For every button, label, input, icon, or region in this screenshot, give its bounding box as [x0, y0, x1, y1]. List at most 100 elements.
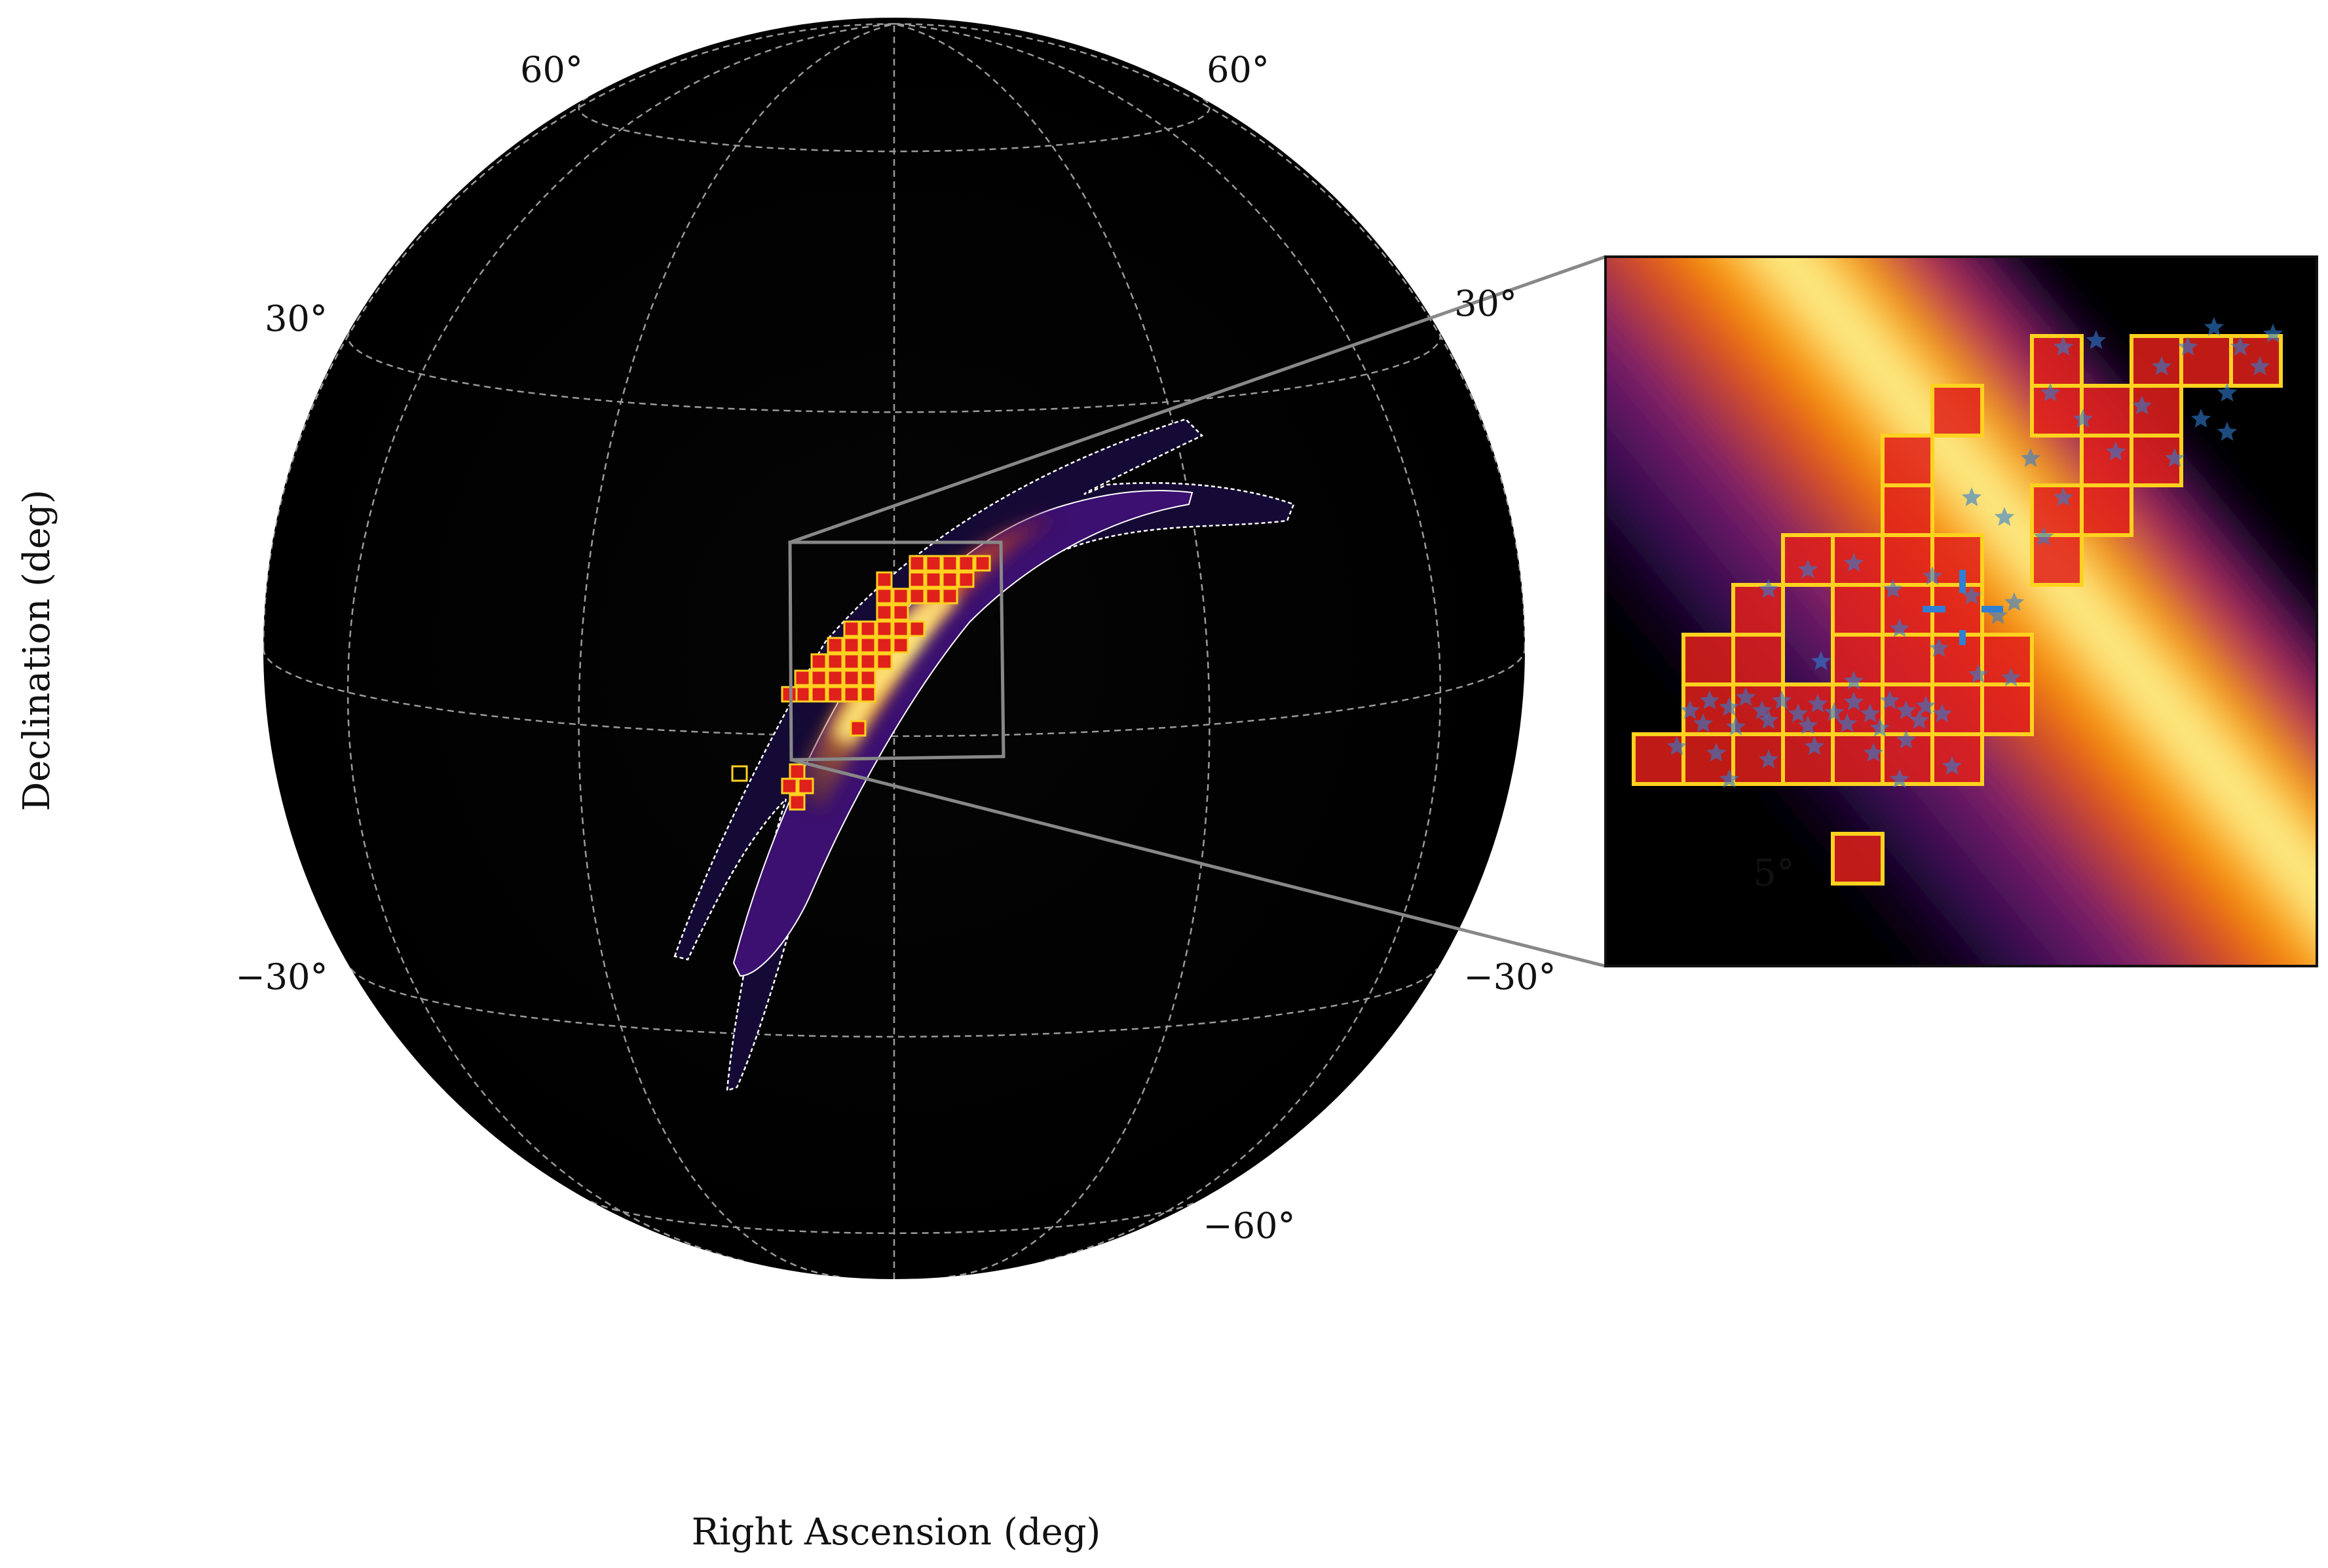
globe-tile-10	[925, 588, 942, 605]
galaxy-marker-64	[2217, 383, 2238, 401]
galaxy-marker-56	[2053, 337, 2074, 356]
tick-label-lat-60-right: 60°	[1207, 49, 1269, 90]
zoom-inset: 5°	[1604, 255, 2318, 967]
galaxy-marker-17	[1758, 710, 1779, 729]
globe-tile-26	[892, 637, 909, 654]
galaxy-marker-8	[1824, 702, 1845, 721]
inset-tile-12	[2030, 483, 2084, 537]
galaxy-marker-40	[1811, 651, 1831, 670]
inset-tile-13	[2080, 483, 2133, 537]
globe-tile-17	[843, 620, 860, 637]
galaxy-marker-32	[1922, 566, 1943, 585]
inset-tile-5	[2030, 384, 2084, 438]
globe-tile-28	[827, 653, 844, 670]
globe-tile-1	[925, 555, 942, 572]
galaxy-marker-31	[1883, 579, 1904, 598]
galaxy-marker-48	[2151, 356, 2172, 375]
globe-tile-21	[909, 620, 926, 637]
scale-bar-label: 5°	[1753, 852, 1795, 895]
galaxy-marker-55	[2164, 448, 2185, 467]
galaxy-marker-53	[2262, 324, 2283, 343]
inset-tile-40	[1831, 732, 1885, 786]
galaxy-marker-28	[1758, 579, 1779, 598]
galaxy-marker-61	[1719, 769, 1740, 788]
inset-tile-6	[2080, 384, 2133, 438]
globe-tile-19	[876, 620, 893, 637]
inset-tile-20	[1831, 583, 1885, 637]
galaxy-marker-19	[1837, 713, 1858, 732]
globe-tile-33	[810, 669, 827, 686]
globe-tile-34	[827, 669, 844, 686]
galaxy-marker-47	[2131, 396, 2152, 415]
galaxy-marker-2	[1719, 697, 1740, 716]
galaxy-marker-34	[1987, 605, 2008, 624]
galaxy-marker-49	[2177, 337, 2198, 356]
globe-tile-0	[909, 555, 926, 572]
parallel--30	[350, 968, 1438, 1038]
galaxy-marker-0	[1680, 700, 1700, 719]
galaxy-marker-36	[1889, 618, 1910, 637]
inset-tile-0	[2030, 334, 2084, 388]
inset-tile-2	[2179, 334, 2233, 388]
galaxy-marker-35	[2004, 592, 2025, 611]
inset-tile-19	[1731, 583, 1785, 637]
inset-tile-11	[1881, 483, 1934, 537]
tick-label-lat-minus30-left: −30°	[236, 956, 328, 998]
inset-frame	[1604, 255, 2318, 967]
probability-region	[673, 418, 1295, 1092]
globe-tile-18	[859, 620, 876, 637]
inset-tile-39	[1781, 732, 1835, 786]
galaxy-marker-6	[1788, 703, 1809, 722]
globe-tile-44	[781, 777, 798, 794]
inset-tile-16	[1881, 533, 1934, 587]
tick-label-lat-minus30-right: −30°	[1464, 956, 1556, 998]
meridian-60	[893, 23, 1442, 1262]
globe-tile-16	[892, 604, 909, 621]
globe-tile-47	[789, 763, 806, 780]
globe-tile-8	[958, 571, 975, 588]
galaxy-marker-58	[2020, 448, 2041, 467]
globe-tile-isolated	[731, 765, 748, 782]
inset-tile-17	[1930, 533, 1984, 587]
galaxy-marker-51	[2230, 337, 2251, 356]
galaxy-marker-63	[1942, 756, 1962, 775]
globe-tile-4	[974, 555, 991, 572]
globe-tile-29	[843, 653, 860, 670]
globe-tile-43	[850, 720, 867, 737]
globe-tile-35	[843, 669, 860, 686]
galaxy-marker-29	[1797, 559, 1818, 578]
tick-label-lat-60-left: 60°	[520, 49, 583, 90]
globe-tile-13	[876, 588, 893, 605]
inset-tile-35	[1980, 682, 2034, 736]
globe-tile-14	[892, 588, 909, 605]
galaxy-marker-15	[1693, 713, 1714, 732]
inset-tile-25	[1831, 633, 1885, 686]
inset-tile-42	[1930, 732, 1984, 786]
meridian-90	[893, 23, 1525, 649]
inset-tile-9	[2080, 434, 2133, 487]
globe-tile-30	[859, 653, 876, 670]
galaxy-marker-38	[1968, 664, 1989, 683]
globe-tile-20	[892, 620, 909, 637]
observed-tiles-inset	[1632, 334, 2283, 886]
globe-tile-2	[941, 555, 958, 572]
globe-tile-27	[810, 653, 827, 670]
galaxy-marker-60	[2033, 527, 2054, 546]
globe-tile-23	[843, 637, 860, 654]
globe-tile-24	[859, 637, 876, 654]
graticule	[263, 23, 1525, 1279]
inset-tile-38	[1731, 732, 1785, 786]
globe-tile-9	[909, 588, 926, 605]
galaxy-marker-5	[1771, 690, 1792, 709]
galaxy-marker-42	[1961, 487, 1982, 506]
galaxy-marker-14	[1932, 703, 1953, 722]
globe-tile-31	[876, 653, 893, 670]
x-axis-label: Right Ascension (deg)	[692, 1511, 1101, 1554]
galaxy-marker-20	[1869, 718, 1890, 737]
parallel-30	[347, 330, 1442, 413]
globe-tile-7	[941, 571, 958, 588]
globe-tile-39	[827, 686, 844, 703]
galaxy-marker-18	[1797, 715, 1818, 734]
globe-tile-12	[876, 571, 893, 588]
